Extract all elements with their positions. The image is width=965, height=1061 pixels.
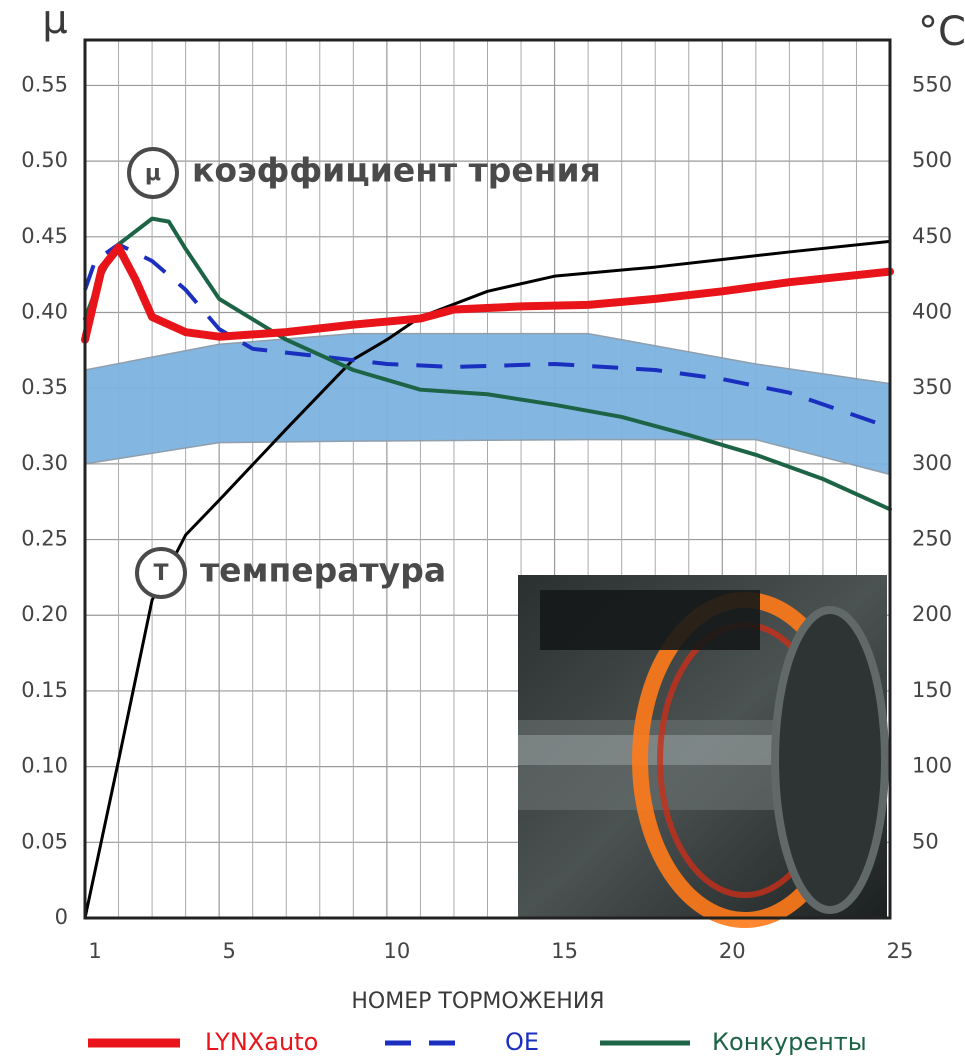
legend-label: Конкуренты — [712, 1028, 867, 1056]
legend-label: LYNXauto — [205, 1028, 318, 1056]
y2-tick-label: 200 — [912, 602, 952, 626]
y2-tick-label: 250 — [912, 527, 952, 551]
annotation: коэффициент трения — [192, 151, 601, 190]
series-line — [83, 216, 892, 512]
x-tick-label: 5 — [222, 939, 235, 963]
y-tick-label: 0.25 — [21, 527, 68, 551]
x-tick-label: 25 — [887, 939, 914, 963]
plot-frame — [83, 38, 892, 920]
annotation-icon — [127, 147, 179, 199]
y2-tick-label: 350 — [912, 375, 952, 399]
x-tick-label: 1 — [88, 939, 101, 963]
y2-tick-label: 300 — [912, 451, 952, 475]
y-axis-label: μ — [42, 0, 67, 43]
y-tick-label: 0.55 — [21, 72, 68, 96]
y-tick-label: 0.10 — [21, 754, 68, 778]
annotation-symbol: μ — [145, 161, 161, 186]
y2-tick-label: 150 — [912, 678, 952, 702]
y2-tick-label: 50 — [912, 829, 939, 853]
photo — [518, 575, 889, 928]
x-tick-label: 10 — [384, 939, 411, 963]
annotation-symbol: Т — [153, 561, 168, 586]
y-tick-label: 0.40 — [21, 299, 68, 323]
y2-tick-label: 400 — [912, 299, 952, 323]
legend-label: OE — [505, 1028, 539, 1056]
x-tick-label: 15 — [551, 939, 578, 963]
y-tick-label: 0 — [55, 905, 68, 929]
y-tick-label: 0.20 — [21, 602, 68, 626]
annotation-icon — [135, 547, 187, 599]
y-tick-label: 0.05 — [21, 829, 68, 853]
y-tick-label: 0.50 — [21, 148, 68, 172]
y2-tick-label: 500 — [912, 148, 952, 172]
series-line — [81, 243, 894, 344]
y2-axis-label: °C — [918, 9, 965, 55]
y-tick-label: 0.30 — [21, 451, 68, 475]
y-tick-label: 0.45 — [21, 224, 68, 248]
x-axis-label: НОМЕР ТОРМОЖЕНИЯ — [351, 989, 604, 1014]
y2-tick-label: 100 — [912, 754, 952, 778]
series-line — [83, 242, 891, 430]
y2-tick-label: 450 — [912, 224, 952, 248]
y2-tick-label: 550 — [912, 72, 952, 96]
y-tick-label: 0.35 — [21, 375, 68, 399]
annotation: температура — [200, 551, 446, 590]
y-tick-label: 0.15 — [21, 678, 68, 702]
x-tick-label: 20 — [719, 939, 746, 963]
